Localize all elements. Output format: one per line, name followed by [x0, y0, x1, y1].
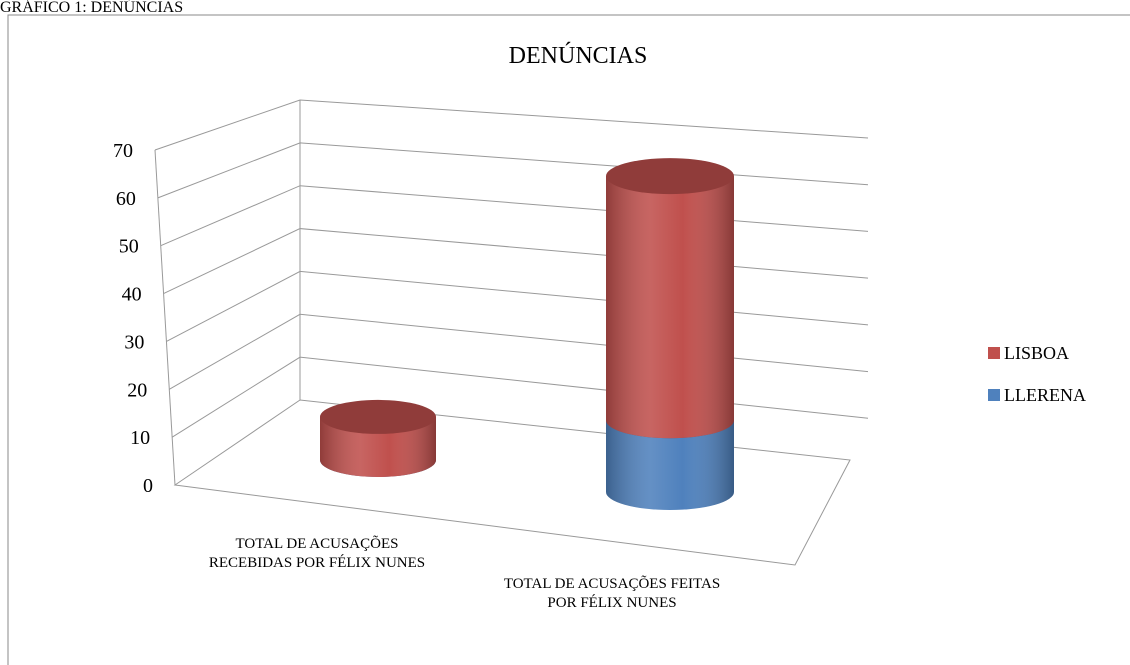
- cylinder-shade: [606, 176, 734, 439]
- x-tick-label: TOTAL DE ACUSAÇÕES RECEBIDAS POR FÉLIX N…: [208, 536, 426, 571]
- grid-line: [157, 142, 869, 199]
- y-tick-label: 30: [124, 331, 144, 353]
- y-tick-label: 20: [127, 379, 147, 401]
- grid-line: [160, 185, 869, 247]
- x-tick-label: TOTAL DE ACUSAÇÕES FEITAS POR FÉLIX NUNE…: [503, 576, 721, 611]
- y-tick-label: 40: [122, 284, 142, 306]
- legend-swatch: [988, 389, 1000, 401]
- legend-label: LISBOA: [1004, 343, 1069, 363]
- grid-line: [163, 228, 869, 295]
- y-tick-label: 10: [130, 427, 150, 449]
- y-tick-label: 60: [116, 188, 136, 210]
- grid-line: [169, 313, 869, 390]
- y-tick-label: 70: [113, 140, 133, 162]
- caption: GRÁFICO 1: DENÚNCIAS: [0, 0, 183, 16]
- cylinder-shade: [606, 420, 734, 510]
- grid-line: [171, 356, 869, 438]
- cylinder-shade: [320, 416, 436, 477]
- cylinder-top: [320, 399, 436, 434]
- grid-line: [154, 99, 869, 151]
- cylinder-top: [606, 158, 734, 195]
- legend-label: LLERENA: [1004, 385, 1086, 405]
- chart-border: [7, 14, 1130, 665]
- y-axis: [154, 149, 176, 486]
- floor: [173, 399, 851, 566]
- y-tick-label: 0: [143, 475, 153, 497]
- chart-title: DENÚNCIAS: [509, 42, 648, 69]
- y-tick-label: 50: [119, 236, 139, 258]
- legend-swatch: [988, 347, 1000, 359]
